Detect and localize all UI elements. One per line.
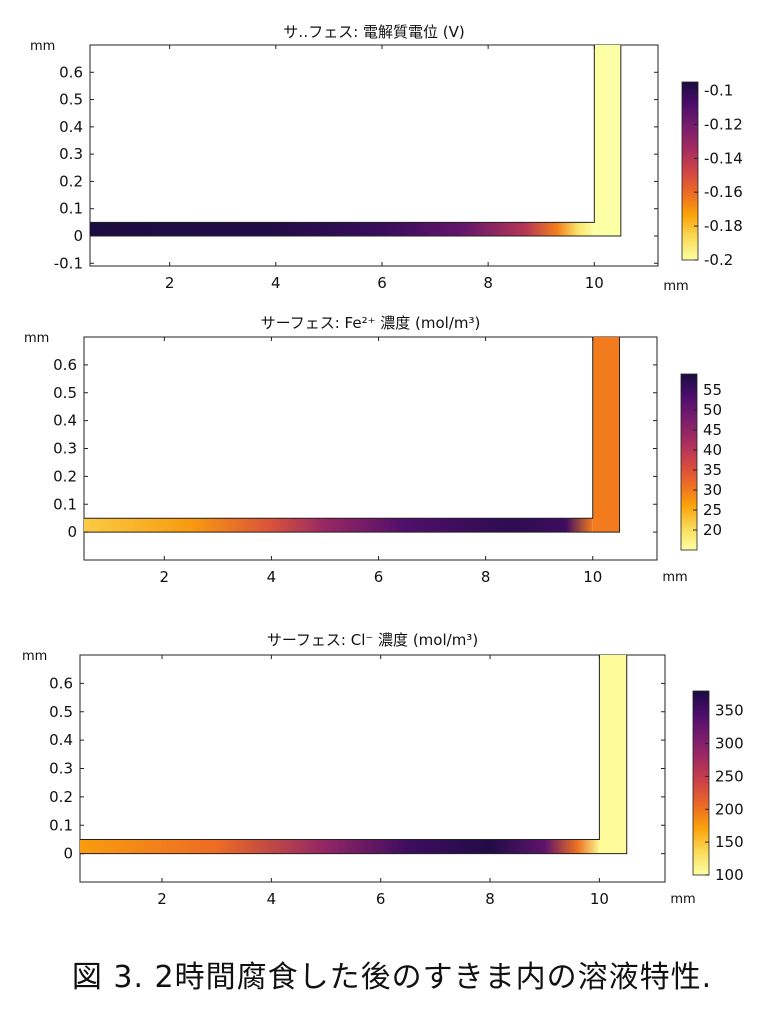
y-tick-label: 0.6: [53, 356, 77, 374]
plot-frame: [89, 44, 659, 267]
chart-panel-3: サーフェス: Cl⁻ 濃度 (mol/m³)2 4 6 8 1000.10.20.30.…: [22, 631, 744, 908]
x-tick-label: 10: [583, 568, 602, 586]
domain-outline: [90, 45, 622, 237]
channel-region: [90, 222, 595, 236]
x-tick-label: 2: [160, 568, 170, 586]
colorbar-tick-label: 55: [703, 381, 722, 399]
colorbar: [692, 690, 710, 876]
chart-title: サーフェス: Cl⁻ 濃度 (mol/m³): [267, 631, 478, 649]
y-tick-label: 0.5: [53, 384, 77, 402]
y-tick-label: 0.3: [49, 760, 73, 778]
y-tick-label: 0.2: [49, 788, 73, 806]
colorbar-tick-label: 200: [715, 800, 744, 818]
x-tick-label: 8: [483, 274, 493, 292]
domain-outline: [84, 337, 621, 533]
y-tick-label: 0.3: [59, 145, 83, 163]
colorbar-tick-label: 300: [715, 735, 744, 753]
y-tick-label: -0.1: [54, 254, 83, 272]
channel-region: [80, 839, 600, 854]
x-axis-label: mm: [670, 892, 695, 907]
y-tick-label: 0.6: [49, 674, 73, 692]
colorbar-tick-label: 40: [703, 441, 722, 459]
y-axis-label: mm: [22, 649, 47, 664]
y-tick-label: 0.1: [49, 816, 73, 834]
colorbar-tick-label: 50: [703, 401, 722, 419]
y-tick-label: 0.3: [53, 440, 77, 458]
x-tick-label: 8: [481, 568, 491, 586]
x-tick-label: 4: [267, 890, 277, 908]
domain-outline: [80, 655, 628, 855]
y-tick-label: 0.4: [59, 118, 83, 136]
x-axis-label: mm: [663, 279, 688, 294]
colorbar: [680, 373, 698, 551]
colorbar-tick-label: 150: [715, 833, 744, 851]
x-tick-label: 6: [377, 274, 387, 292]
colorbar-tick-label: 35: [703, 461, 722, 479]
figure-caption: 図 3. 2時間腐食した後のすきま内の溶液特性.: [71, 960, 713, 995]
chart-panel-2: サーフェス: Fe²⁺ 濃度 (mol/m³) 2 4 6 8 10 0 0.1 0.2 0.3 0…: [24, 314, 722, 586]
y-axis-label: mm: [30, 39, 55, 54]
x-axis-label: mm: [662, 570, 687, 585]
colorbar-tick-label: 350: [715, 702, 744, 720]
y-tick-label: 0.5: [49, 703, 73, 721]
y-tick-label: 0: [67, 523, 77, 541]
colorbar-tick-label: -0.1: [704, 81, 733, 99]
colorbar-tick-label: -0.2: [704, 251, 733, 269]
vertical-gap-region: [592, 337, 620, 533]
y-tick-label: 0.2: [59, 172, 83, 190]
x-tick-label: 8: [485, 890, 495, 908]
y-tick-label: 0.4: [49, 731, 73, 749]
colorbar-tick-label: 30: [703, 481, 722, 499]
colorbar-tick-label: 20: [703, 521, 722, 539]
colorbar-tick-label: -0.16: [704, 183, 743, 201]
x-tick-label: 6: [376, 890, 386, 908]
y-axis-label: mm: [24, 331, 49, 346]
colorbar-tick-label: -0.14: [704, 149, 743, 167]
colorbar-tick-label: 25: [703, 501, 722, 519]
x-tick-label: 2: [165, 274, 175, 292]
y-tick-label: 0.4: [53, 412, 77, 430]
x-tick-label: 4: [267, 568, 277, 586]
figure: サ‥フェス: 電解質電位 (V) 2 4 6 8 10 -0.1 0 0.1 0.2 0.3 0.4 0…: [22, 23, 744, 908]
x-tick-label: 10: [585, 274, 604, 292]
colorbar-tick-label: -0.12: [704, 115, 743, 133]
y-tick-label: 0: [73, 227, 83, 245]
vertical-gap-region: [599, 655, 627, 854]
x-tick-label: 4: [271, 274, 281, 292]
y-tick-label: 0.1: [53, 495, 77, 513]
x-tick-label: 2: [157, 890, 167, 908]
x-tick-label: 6: [374, 568, 384, 586]
y-tick-label: 0.1: [59, 200, 83, 218]
chart-title: サーフェス: Fe²⁺ 濃度 (mol/m³): [261, 314, 481, 332]
colorbar-tick-label: 250: [715, 767, 744, 785]
chart-title: サ‥フェス: 電解質電位 (V): [283, 23, 465, 41]
x-tick-label: 10: [590, 890, 609, 908]
y-tick-label: 0.2: [53, 467, 77, 485]
y-tick-label: 0.5: [59, 91, 83, 109]
y-tick-label: 0.6: [59, 63, 83, 81]
channel-region: [84, 518, 593, 533]
colorbar-tick-label: 100: [715, 866, 744, 884]
chart-panel-1: サ‥フェス: 電解質電位 (V) 2 4 6 8 10 -0.1 0 0.1 0.2 0.3 0.4 0…: [30, 23, 743, 294]
colorbar: [681, 81, 699, 261]
colorbar-tick-label: 45: [703, 421, 722, 439]
vertical-gap-region: [594, 45, 621, 236]
y-tick-label: 0: [63, 845, 73, 863]
colorbar-tick-label: -0.18: [704, 217, 743, 235]
